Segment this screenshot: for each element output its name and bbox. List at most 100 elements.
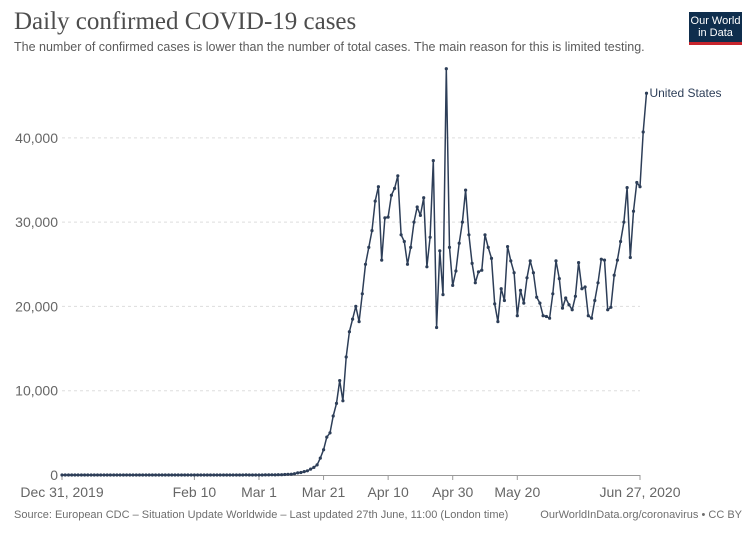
data-point [108,473,112,477]
data-point [560,306,565,310]
data-point [270,473,274,477]
data-point [570,308,574,312]
data-point [454,269,458,273]
data-point [183,473,187,477]
data-point [351,317,355,321]
x-tick-label: Apr 10 [368,484,409,500]
data-point [118,473,122,477]
data-point [315,463,319,467]
data-point [218,473,222,477]
data-point [99,473,103,477]
data-point [328,431,332,435]
data-point [296,471,300,475]
data-point [231,473,235,477]
data-point [412,220,416,224]
data-point [548,316,552,320]
y-tick-label: 20,000 [15,298,58,314]
source-note: Source: European CDC – Situation Update … [14,509,509,521]
data-point [234,473,238,477]
y-tick-label: 40,000 [15,130,58,146]
data-point [509,259,513,263]
data-point [496,320,500,324]
data-point [150,473,154,477]
data-point [244,473,248,477]
data-point [347,330,351,334]
data-point [447,245,452,249]
data-point [635,180,639,185]
data-point [638,185,642,189]
data-point [557,277,561,281]
data-point [292,472,297,476]
data-point [590,316,594,320]
data-point [619,239,623,244]
data-point [299,470,303,475]
data-point [554,259,558,263]
data-point [525,276,529,280]
data-point [318,456,322,460]
gridlines [62,137,640,392]
data-point [312,465,316,469]
data-point [334,401,339,405]
data-point [435,325,439,330]
data-point [280,473,284,477]
data-point [354,304,358,308]
data-point [499,287,503,291]
data-point [393,186,397,190]
data-point [535,295,539,299]
data-point [596,281,600,285]
credit-link[interactable]: OurWorldInData.org/coronavirus • CC BY [540,509,742,521]
data-point [286,472,290,476]
x-tick-label: Mar 1 [241,484,277,500]
data-point [141,473,145,477]
y-tick-label: 10,000 [15,383,58,399]
data-point [112,473,116,477]
data-point [157,473,161,477]
data-point [531,271,536,275]
data-point [367,245,371,249]
y-tick-label: 30,000 [15,214,58,230]
data-point [238,473,242,477]
data-point [105,473,109,477]
data-point [444,67,448,71]
data-point [341,399,345,403]
data-point [425,265,429,269]
data-point [357,320,361,324]
data-point [163,473,167,477]
data-point [115,473,119,477]
data-point [451,283,455,287]
data-point [228,473,232,477]
logo-line-2: in Data [698,27,733,39]
data-point [267,473,271,477]
data-point [83,473,87,477]
data-point [260,473,264,477]
data-point [473,281,477,285]
data-point [515,314,519,318]
data-point [389,193,393,197]
data-point [541,314,545,318]
series-line-united-states [62,67,648,476]
series-layer [62,67,648,476]
x-tick-label: May 20 [494,484,540,500]
data-point [344,355,348,359]
data-point [302,470,306,474]
data-point [612,273,616,277]
data-point [95,473,100,477]
data-point [418,213,422,217]
data-point [467,233,471,237]
data-point [577,261,581,265]
owid-logo[interactable]: Our World in Data [689,12,742,45]
data-point [247,473,251,477]
data-point [564,296,568,300]
data-point [179,473,184,477]
data-point [567,303,571,307]
data-point [625,186,629,190]
data-point [373,199,377,203]
data-point [70,473,74,477]
labels-layer: 0 10,000 20,000 30,000 40,000 Dec 31, 2019 Feb… [15,86,721,500]
data-point [396,174,400,178]
data-point [215,473,219,477]
data-point [131,473,135,477]
data-point [325,435,329,439]
data-point [189,473,193,477]
data-point [641,130,645,134]
